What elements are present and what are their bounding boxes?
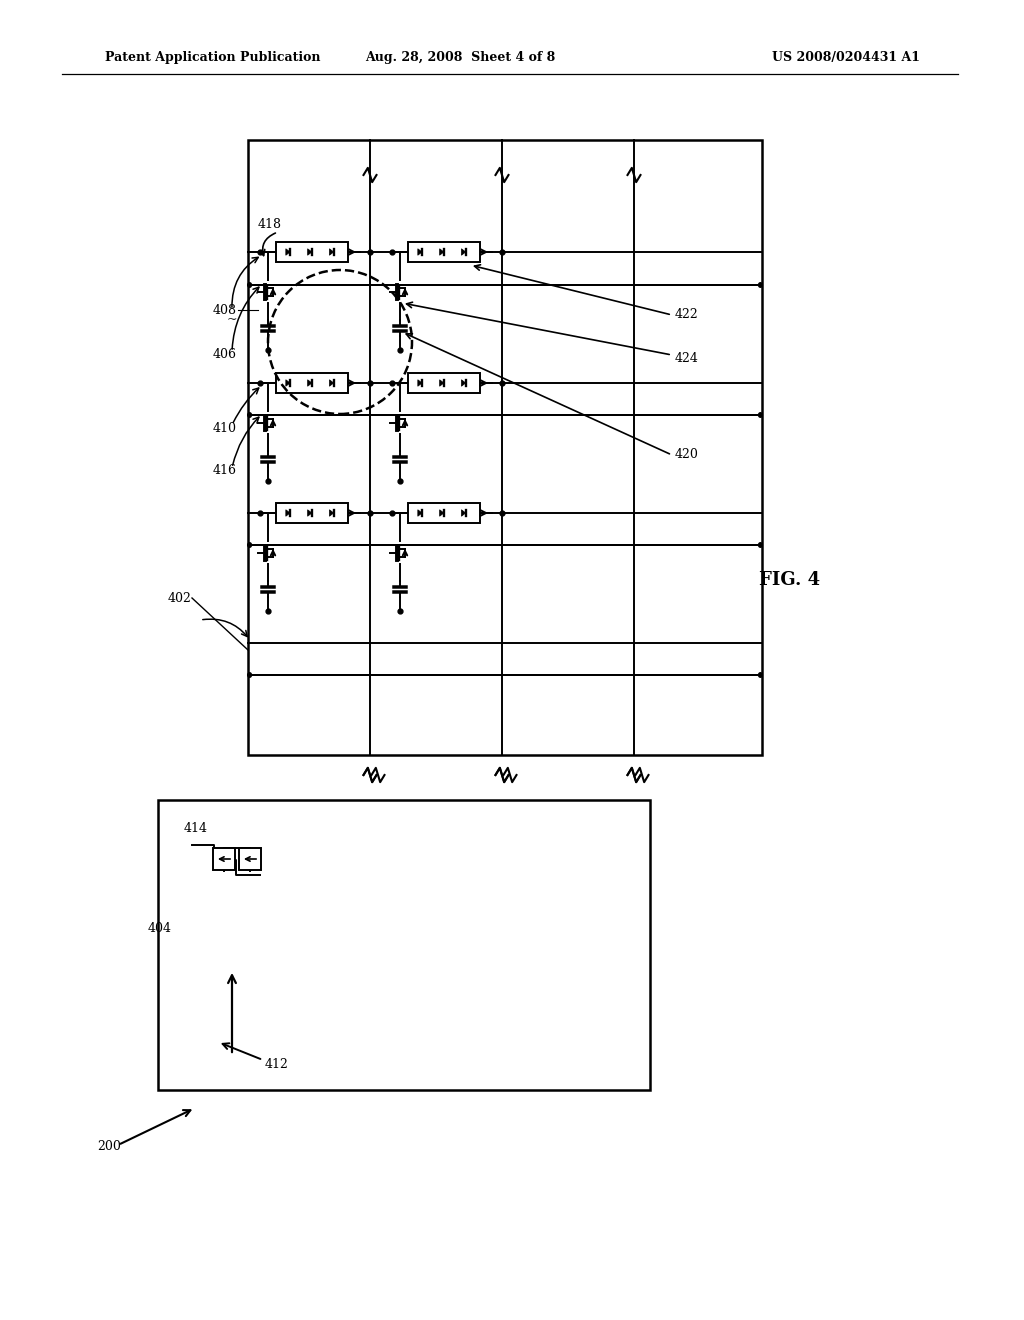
Text: ~: ~ [227,314,238,326]
Polygon shape [418,380,422,387]
Text: 422: 422 [675,309,698,322]
Polygon shape [439,248,443,255]
Bar [158,800,650,1090]
Text: Aug. 28, 2008  Sheet 4 of 8: Aug. 28, 2008 Sheet 4 of 8 [365,51,555,65]
Polygon shape [439,380,443,387]
Bar [213,847,234,870]
Bar [248,140,762,755]
Text: 404: 404 [148,921,172,935]
Text: US 2008/0204431 A1: US 2008/0204431 A1 [772,51,920,65]
Text: 418: 418 [258,219,282,231]
Text: 412: 412 [265,1059,289,1072]
Text: 424: 424 [675,351,698,364]
Bar [408,242,480,261]
Text: 416: 416 [213,465,237,478]
Text: 420: 420 [675,449,698,462]
Polygon shape [418,510,422,516]
Polygon shape [330,380,334,387]
Polygon shape [307,510,312,516]
Text: 406: 406 [213,348,237,362]
Polygon shape [286,510,290,516]
Polygon shape [286,380,290,387]
Text: FIG. 4: FIG. 4 [760,572,820,589]
Polygon shape [307,248,312,255]
Text: 414: 414 [184,821,208,834]
Bar [239,847,261,870]
Text: 408: 408 [213,304,237,317]
Polygon shape [462,380,466,387]
Text: 200: 200 [97,1140,121,1154]
Bar [276,374,348,393]
Bar [408,374,480,393]
Text: 410: 410 [213,421,237,434]
Polygon shape [439,510,443,516]
Polygon shape [307,380,312,387]
Polygon shape [330,248,334,255]
Bar [276,242,348,261]
Text: 402: 402 [168,591,191,605]
Polygon shape [286,248,290,255]
Polygon shape [462,248,466,255]
Polygon shape [330,510,334,516]
Text: Patent Application Publication: Patent Application Publication [105,51,321,65]
Polygon shape [462,510,466,516]
Bar [408,503,480,523]
Bar [276,503,348,523]
Polygon shape [418,248,422,255]
